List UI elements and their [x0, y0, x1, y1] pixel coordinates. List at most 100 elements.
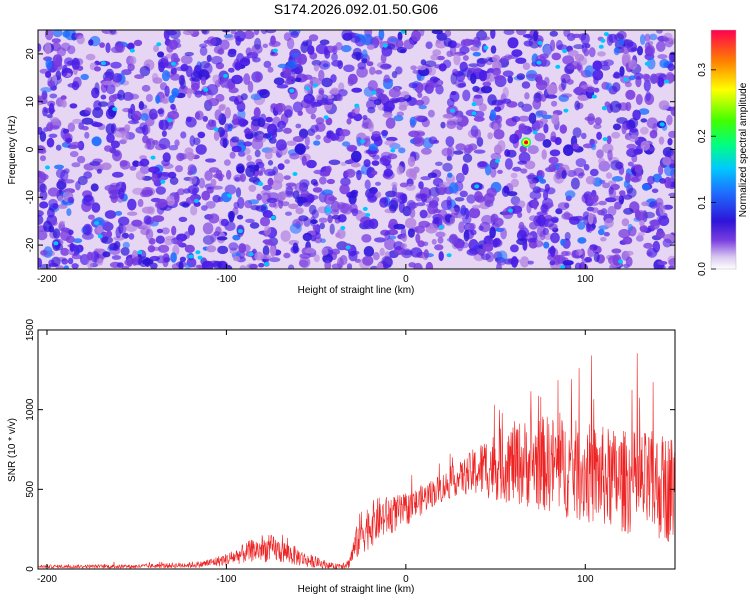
heatmap-cell	[405, 217, 417, 229]
heatmap-cell	[140, 113, 149, 121]
heatmap-cell	[236, 53, 245, 65]
heatmap-cell	[239, 265, 247, 269]
colorbar-tick-label: 0.2	[697, 129, 708, 143]
heatmap-cell	[668, 192, 675, 197]
heatmap-cell	[624, 81, 632, 88]
heatmap-cell	[109, 30, 117, 35]
heatmap-cell	[212, 194, 221, 203]
heatmap-cell	[510, 205, 523, 214]
heatmap-cell	[391, 181, 398, 188]
heatmap-cell	[529, 221, 538, 230]
heatmap-cell	[602, 182, 611, 189]
heatmap-cell	[217, 48, 225, 55]
heatmap-cell	[371, 130, 381, 137]
heatmap-cell	[326, 178, 335, 185]
heatmap-cell	[566, 79, 574, 85]
heatmap-cell	[268, 202, 277, 208]
heatmap-cell	[421, 95, 430, 106]
heatmap-cell	[408, 130, 420, 138]
heatmap-cell	[507, 75, 513, 84]
heatmap-cell	[292, 190, 300, 199]
heatmap-cell	[511, 116, 521, 123]
heatmap-cell	[118, 187, 125, 200]
heatmap-cell	[108, 94, 117, 103]
heatmap-cell	[124, 124, 131, 132]
heatmap-cell	[315, 134, 321, 140]
heatmap-cell	[454, 205, 461, 213]
heatmap-cell	[608, 188, 617, 199]
heatmap-cell	[278, 198, 284, 209]
y-tick-label: 0	[25, 146, 36, 152]
heatmap-cell	[555, 64, 561, 69]
heatmap-cell	[152, 140, 159, 145]
heatmap-cell	[615, 161, 624, 170]
heatmap-cell	[169, 30, 181, 39]
heatmap-cell	[295, 196, 307, 204]
heatmap-cell	[517, 212, 523, 218]
heatmap-cell	[284, 109, 293, 118]
heatmap-cell	[256, 193, 262, 201]
heatmap-cell	[658, 164, 664, 176]
heatmap-cell	[188, 224, 195, 236]
heatmap-cell	[148, 166, 160, 173]
heatmap-cell	[112, 107, 118, 112]
heatmap-cell	[224, 159, 231, 166]
heatmap-cell	[540, 204, 548, 213]
heatmap-cell	[577, 173, 584, 179]
heatmap-cell	[117, 89, 125, 101]
heatmap-cell	[481, 36, 491, 41]
heatmap-cell	[258, 262, 265, 268]
heatmap-cell	[468, 143, 478, 151]
heatmap-cell	[45, 165, 50, 170]
colorbar-tick-label: 0.1	[697, 195, 708, 209]
heatmap-cell	[418, 181, 424, 190]
heatmap-cell	[642, 183, 651, 191]
heatmap-cell	[245, 218, 255, 223]
heatmap-cell	[189, 135, 196, 147]
heatmap-cell	[455, 172, 465, 183]
heatmap-cell	[646, 247, 658, 258]
heatmap-cell	[81, 126, 89, 131]
heatmap-cell	[319, 171, 331, 177]
heatmap-cell	[329, 223, 335, 235]
heatmap-cell	[635, 235, 644, 242]
heatmap-cell	[407, 228, 415, 238]
heatmap-cell	[603, 32, 609, 37]
heatmap-cell	[635, 170, 643, 182]
heatmap-cell	[211, 185, 223, 190]
heatmap-cell	[518, 224, 527, 230]
heatmap-cell	[310, 219, 318, 225]
heatmap-cell	[532, 98, 542, 110]
heatmap-cell	[272, 48, 278, 53]
heatmap-cell	[393, 223, 406, 230]
heatmap-cell	[39, 263, 52, 269]
heatmap-cell	[118, 216, 130, 226]
heatmap-cell	[427, 172, 438, 178]
heatmap-cell	[43, 220, 52, 233]
heatmap-cell	[266, 197, 278, 203]
heatmap-cell	[484, 163, 492, 176]
heatmap-cell	[487, 94, 497, 106]
heatmap-cell	[284, 79, 293, 85]
heatmap-cell	[548, 163, 557, 172]
heatmap-cell	[228, 48, 237, 54]
heatmap-cell	[585, 86, 596, 93]
heatmap-cell	[340, 177, 351, 187]
heatmap-cell	[181, 54, 193, 65]
heatmap-cell	[512, 166, 522, 172]
heatmap-cell	[371, 160, 380, 166]
heatmap-cell	[340, 226, 346, 230]
heatmap-cell	[628, 117, 639, 129]
heatmap-cell	[48, 259, 55, 266]
heatmap-cell	[459, 61, 468, 72]
heatmap-cell	[163, 30, 170, 41]
heatmap-cell	[135, 170, 146, 181]
heatmap-cell	[48, 133, 58, 138]
heatmap-cell	[155, 94, 161, 104]
heatmap-cell	[438, 225, 444, 230]
heatmap-cell	[425, 261, 434, 269]
heatmap-cell	[555, 208, 563, 215]
heatmap-cell	[91, 202, 101, 213]
heatmap-cell	[423, 249, 429, 259]
heatmap-cell	[545, 94, 558, 99]
